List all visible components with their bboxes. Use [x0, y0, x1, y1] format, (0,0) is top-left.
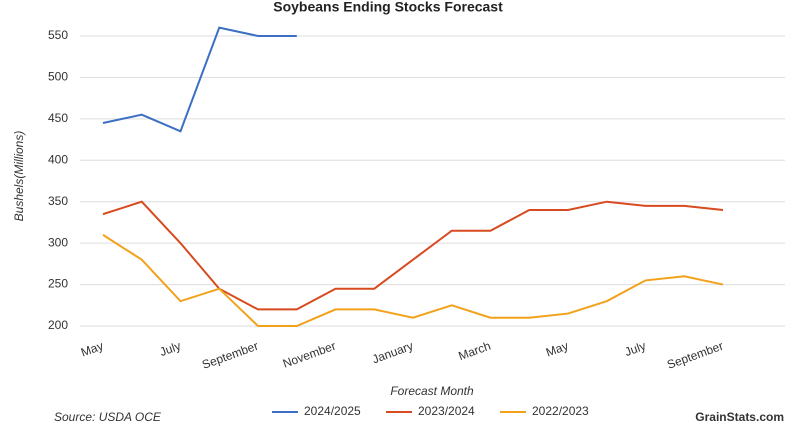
legend-label: 2022/2023	[532, 404, 589, 418]
y-tick-label: 400	[48, 152, 68, 166]
x-tick-label: November	[281, 339, 338, 371]
x-tick-label: July	[158, 339, 183, 359]
x-tick-label: September	[665, 339, 725, 372]
series-line	[102, 200, 724, 311]
x-tick-label: September	[200, 339, 260, 372]
chart-title: Soybeans Ending Stocks Forecast	[273, 0, 503, 15]
brand: GrainStats.com	[695, 410, 784, 424]
x-tick-label: March	[456, 339, 492, 364]
y-tick-label: 250	[48, 277, 68, 291]
x-axis-title: Forecast Month	[390, 384, 474, 398]
x-tick-label: January	[370, 339, 415, 367]
x-tick-label: July	[623, 339, 648, 359]
source: Source: USDA OCE	[54, 410, 162, 424]
legend-label: 2023/2024	[418, 404, 475, 418]
legend-label: 2024/2025	[304, 404, 361, 418]
y-tick-label: 450	[48, 111, 68, 125]
y-tick-label: 550	[48, 28, 68, 42]
series-line	[102, 234, 724, 327]
x-tick-label: May	[544, 339, 570, 360]
y-tick-label: 200	[48, 318, 68, 332]
y-tick-label: 500	[48, 70, 68, 84]
series-line	[102, 26, 297, 133]
x-tick-label: May	[79, 339, 105, 360]
y-axis-title: Bushels(Millions)	[12, 131, 26, 222]
y-tick-label: 350	[48, 194, 68, 208]
y-tick-label: 300	[48, 235, 68, 249]
